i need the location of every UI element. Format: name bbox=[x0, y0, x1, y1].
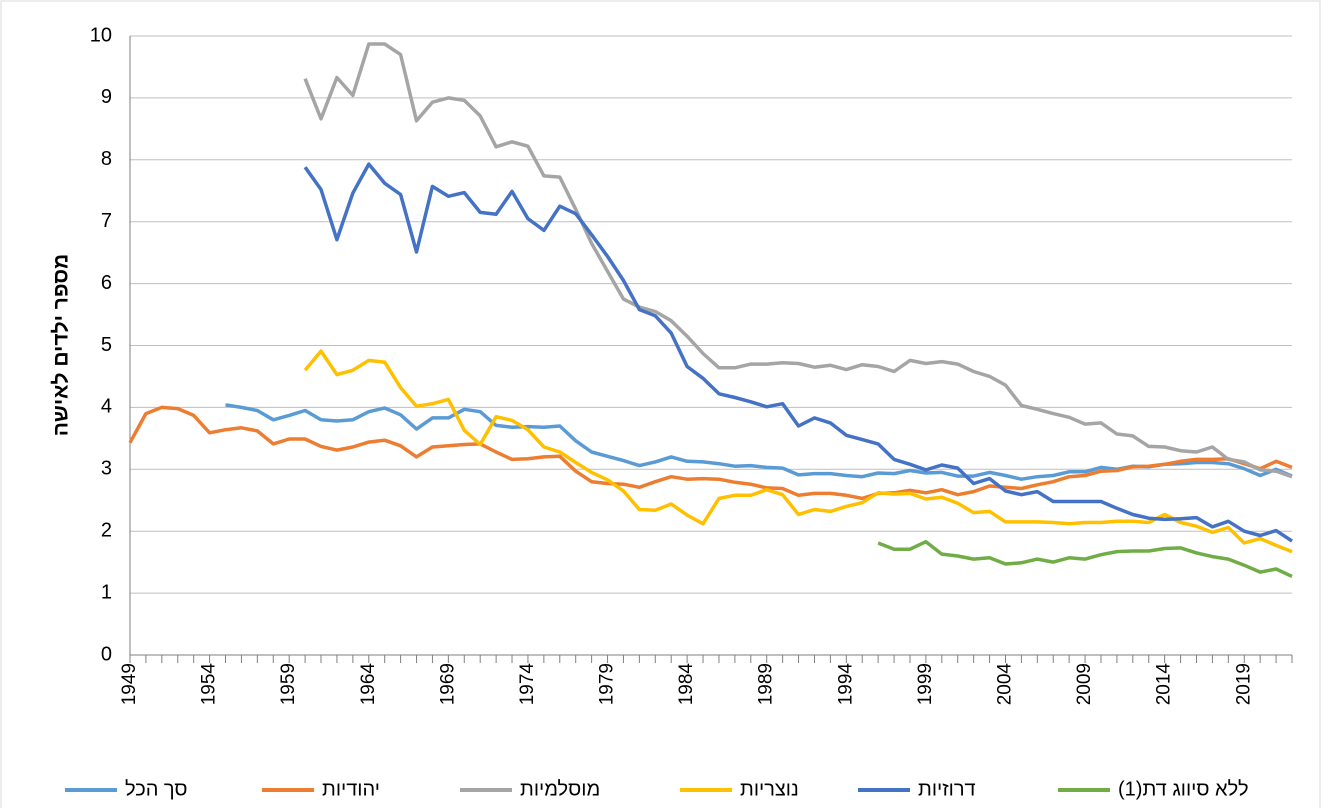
legend-label: דרוזיות bbox=[918, 778, 976, 800]
series-line bbox=[877, 539, 1293, 578]
series-line bbox=[128, 405, 1293, 501]
y-tick-label: 7 bbox=[101, 210, 112, 232]
x-tick-label: 1979 bbox=[597, 663, 618, 705]
legend-label: יהודיות bbox=[322, 778, 380, 800]
legend-label: מוסלמיות bbox=[520, 778, 600, 800]
series-line bbox=[303, 349, 1293, 554]
y-tick-label: 0 bbox=[101, 643, 112, 665]
x-tick-label: 1989 bbox=[756, 663, 777, 705]
x-tick-label: 1964 bbox=[358, 663, 379, 706]
x-tick-label: 2014 bbox=[1154, 663, 1175, 706]
x-tick-label: 1984 bbox=[676, 663, 697, 706]
x-tick-label: 2004 bbox=[994, 663, 1015, 706]
x-tick-label: 1999 bbox=[915, 663, 936, 705]
y-tick-label: 1 bbox=[101, 581, 112, 603]
y-tick-label: 3 bbox=[101, 458, 112, 480]
x-tick-label: 1959 bbox=[278, 663, 299, 705]
series-line bbox=[303, 162, 1293, 543]
legend-label: ללא סיווג דת(1) bbox=[1118, 778, 1249, 800]
x-tick-label: 1949 bbox=[119, 663, 140, 705]
y-tick-label: 5 bbox=[101, 334, 112, 356]
series-line bbox=[303, 42, 1293, 479]
y-axis-label: מספר ילדים לאישה bbox=[50, 254, 73, 437]
x-tick-label: 2019 bbox=[1233, 663, 1254, 705]
y-tick-label: 10 bbox=[90, 24, 112, 46]
legend-label: נוצריות bbox=[740, 778, 799, 800]
y-tick-label: 8 bbox=[101, 148, 112, 170]
x-tick-label: 2009 bbox=[1074, 663, 1095, 705]
y-tick-label: 6 bbox=[101, 272, 112, 294]
x-tick-label: 1974 bbox=[517, 663, 538, 706]
x-tick-label: 1994 bbox=[835, 663, 856, 706]
y-tick-label: 4 bbox=[101, 396, 112, 418]
x-tick-label: 1969 bbox=[437, 663, 458, 705]
y-tick-label: 2 bbox=[101, 519, 112, 541]
legend-label: סך הכל bbox=[125, 778, 188, 800]
y-tick-label: 9 bbox=[101, 86, 112, 108]
x-tick-label: 1954 bbox=[199, 663, 220, 706]
